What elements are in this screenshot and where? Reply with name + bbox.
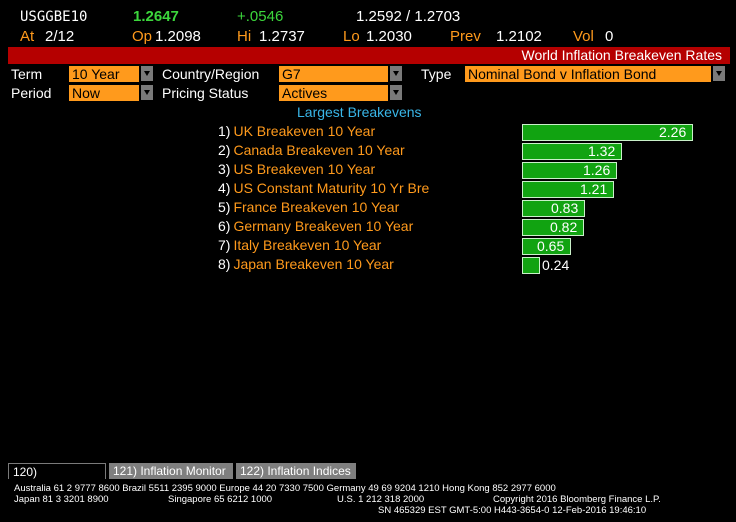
list-item-name[interactable]: US Constant Maturity 10 Yr Bre	[233, 180, 430, 196]
list-item[interactable]: 4) US Constant Maturity 10 Yr Bre	[218, 180, 429, 196]
list-item-number: 1)	[218, 123, 231, 139]
breakeven-value: 2.26	[659, 124, 687, 140]
at-value: 2/12	[45, 28, 75, 45]
list-item[interactable]: 8) Japan Breakeven 10 Year	[218, 256, 394, 272]
breakeven-bar	[522, 200, 585, 217]
breakeven-value: 0.24	[542, 257, 570, 273]
type-label: Type	[421, 66, 452, 82]
term-select[interactable]: 10 Year	[69, 66, 139, 82]
breakeven-bar	[522, 219, 584, 236]
period-dropdown-icon[interactable]	[141, 85, 153, 100]
breakeven-value: 1.26	[583, 162, 611, 178]
high-label: Hi	[237, 28, 252, 45]
list-item[interactable]: 6) Germany Breakeven 10 Year	[218, 218, 413, 234]
prev-label: Prev	[450, 28, 481, 45]
list-item-number: 2)	[218, 142, 231, 158]
breakeven-value: 0.82	[550, 219, 578, 235]
type-dropdown-icon[interactable]	[713, 66, 725, 81]
last-price: 1.2647	[133, 8, 179, 25]
breakeven-value: 0.83	[551, 200, 579, 216]
list-item-number: 7)	[218, 237, 231, 253]
list-item-number: 8)	[218, 256, 231, 272]
list-item[interactable]: 5) France Breakeven 10 Year	[218, 199, 399, 215]
list-item-name[interactable]: Italy Breakeven 10 Year	[233, 237, 382, 253]
breakeven-bar	[522, 124, 693, 141]
section-title: Largest Breakevens	[297, 104, 422, 120]
list-item-number: 5)	[218, 199, 231, 215]
region-dropdown-icon[interactable]	[390, 66, 402, 81]
breakeven-bar	[522, 257, 540, 274]
ticker: USGGBE10	[20, 9, 88, 25]
tab-inflation-monitor[interactable]: 121) Inflation Monitor	[109, 463, 233, 479]
tab-inflation-indices[interactable]: 122) Inflation Indices	[236, 463, 356, 479]
tab-breakevens[interactable]: 120) Breakevens	[8, 463, 106, 495]
list-item-number: 3)	[218, 161, 231, 177]
breakeven-bar	[522, 162, 617, 179]
breakeven-value: 1.21	[580, 181, 608, 197]
breakeven-bar	[522, 238, 571, 255]
footer-copyright: Copyright 2016 Bloomberg Finance L.P.	[493, 494, 661, 505]
high-value: 1.2737	[259, 28, 305, 45]
footer-session-info: SN 465329 EST GMT-5:00 H443-3654-0 12-Fe…	[378, 505, 647, 516]
price-change: +.0546	[237, 8, 284, 25]
page-title: World Inflation Breakeven Rates	[521, 47, 722, 63]
volume-value: 0	[605, 28, 614, 45]
pricing-status-dropdown-icon[interactable]	[390, 85, 402, 100]
list-item[interactable]: 1) UK Breakeven 10 Year	[218, 123, 375, 139]
region-select[interactable]: G7	[279, 66, 388, 82]
type-select[interactable]: Nominal Bond v Inflation Bond	[465, 66, 711, 82]
low-value: 1.2030	[366, 28, 412, 45]
list-item-name[interactable]: US Breakeven 10 Year	[233, 161, 376, 177]
list-item[interactable]: 2) Canada Breakeven 10 Year	[218, 142, 405, 158]
footer: Australia 61 2 9777 8600 Brazil 5511 239…	[0, 480, 736, 522]
list-item-name[interactable]: Canada Breakeven 10 Year	[233, 142, 405, 158]
breakeven-bar	[522, 181, 614, 198]
period-select[interactable]: Now	[69, 85, 139, 101]
term-label: Term	[11, 66, 43, 82]
at-label: At	[20, 28, 35, 45]
breakeven-value: 1.32	[588, 143, 616, 159]
list-item[interactable]: 3) US Breakeven 10 Year	[218, 161, 375, 177]
low-label: Lo	[343, 28, 360, 45]
footer-singapore: Singapore 65 6212 1000	[168, 494, 273, 505]
list-item-name[interactable]: UK Breakeven 10 Year	[233, 123, 376, 139]
term-dropdown-icon[interactable]	[141, 66, 153, 81]
list-item-name[interactable]: Germany Breakeven 10 Year	[233, 218, 414, 234]
open-label: Op	[132, 28, 153, 45]
breakeven-bar	[522, 143, 622, 160]
volume-label: Vol	[573, 28, 594, 45]
footer-phones-line: Australia 61 2 9777 8600 Brazil 5511 239…	[14, 483, 556, 494]
list-item-number: 4)	[218, 180, 231, 196]
footer-us: U.S. 1 212 318 2000	[337, 494, 425, 505]
list-item-name[interactable]: Japan Breakeven 10 Year	[233, 256, 394, 272]
bid-ask-range: 1.2592 / 1.2703	[356, 8, 461, 25]
open-value: 1.2098	[155, 28, 201, 45]
list-item-number: 6)	[218, 218, 231, 234]
breakeven-value: 0.65	[537, 238, 565, 254]
title-bar: World Inflation Breakeven Rates	[8, 47, 730, 64]
pricing-status-label: Pricing Status	[162, 85, 249, 101]
list-item[interactable]: 7) Italy Breakeven 10 Year	[218, 237, 381, 253]
footer-japan: Japan 81 3 3201 8900	[14, 494, 109, 505]
period-label: Period	[11, 85, 52, 101]
region-label: Country/Region	[162, 66, 260, 82]
list-item-name[interactable]: France Breakeven 10 Year	[233, 199, 400, 215]
prev-value: 1.2102	[496, 28, 542, 45]
pricing-status-select[interactable]: Actives	[279, 85, 388, 101]
